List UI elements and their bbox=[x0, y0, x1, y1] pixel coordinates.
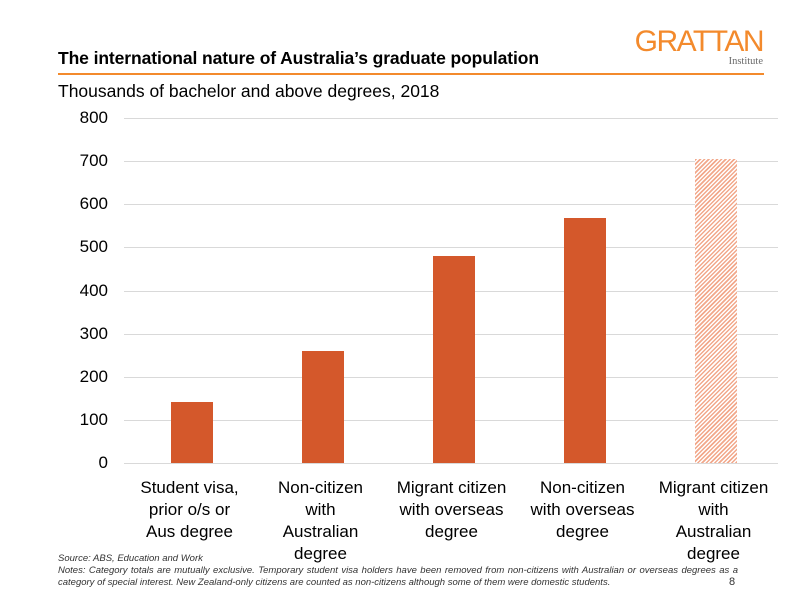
y-tick-label: 300 bbox=[79, 324, 108, 343]
y-tick-label: 400 bbox=[79, 281, 108, 300]
chart-subtitle: Thousands of bachelor and above degrees,… bbox=[58, 81, 440, 101]
gridline bbox=[124, 247, 778, 248]
x-category-label: Non-citizen with Australian degree bbox=[277, 478, 364, 563]
chart-title: The international nature of Australia’s … bbox=[58, 48, 539, 68]
logo-main-text: GRATTAN bbox=[634, 25, 765, 58]
page-number: 8 bbox=[729, 576, 736, 588]
x-category-label: Migrant citizen with overseas degree bbox=[396, 478, 507, 541]
gridline bbox=[124, 118, 778, 119]
grattan-logo: GRATTAN Institute bbox=[634, 25, 765, 68]
bar bbox=[302, 351, 344, 463]
y-tick-label: 200 bbox=[79, 367, 108, 386]
x-category-label: Non-citizen with overseas degree bbox=[530, 478, 635, 541]
logo-sub-text: Institute bbox=[728, 56, 763, 67]
y-tick-label: 500 bbox=[79, 237, 108, 256]
y-tick-label: 100 bbox=[79, 410, 108, 429]
bar bbox=[695, 159, 737, 463]
source-note: Source: ABS, Education and Work bbox=[58, 553, 203, 564]
y-tick-label: 0 bbox=[98, 453, 108, 472]
y-tick-label: 600 bbox=[79, 194, 108, 213]
y-tick-label: 800 bbox=[79, 108, 108, 127]
x-category-label: Migrant citizen with Australian degree bbox=[658, 478, 769, 563]
bar bbox=[171, 402, 213, 463]
y-tick-label: 700 bbox=[79, 151, 108, 170]
title-divider bbox=[58, 73, 764, 75]
gridline bbox=[124, 204, 778, 205]
x-category-label: Student visa, prior o/s or Aus degree bbox=[140, 478, 239, 541]
bar bbox=[564, 218, 606, 463]
gridline bbox=[124, 463, 778, 464]
bar bbox=[433, 256, 475, 463]
gridline bbox=[124, 161, 778, 162]
notes-text: Notes: Category totals are mutually excl… bbox=[58, 565, 738, 588]
